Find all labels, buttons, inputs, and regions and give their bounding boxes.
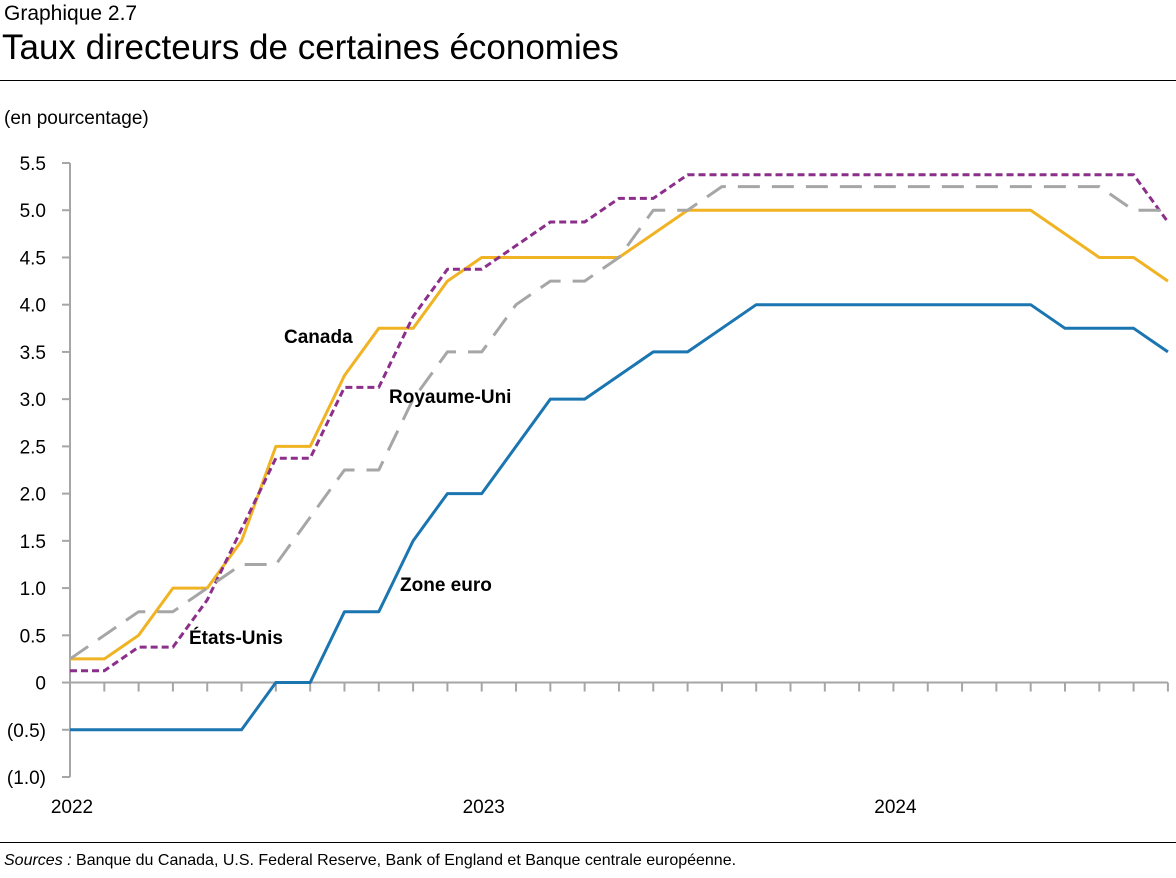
y-tick-label: 0 — [35, 674, 46, 695]
y-tick-label: 1.0 — [20, 579, 46, 600]
x-tick-label: 2023 — [463, 797, 505, 818]
y-tick-label: 4.5 — [20, 248, 46, 269]
series-line-royaume-uni — [69, 185, 1168, 661]
y-tick-label: 0.5 — [20, 626, 46, 647]
y-tick-label: 3.5 — [20, 343, 46, 364]
y-tick-label: 4.0 — [20, 296, 46, 317]
label-royaume-uni: Royaume-Uni — [389, 387, 511, 408]
label-zone-euro: Zone euro — [400, 575, 492, 596]
label-etats-unis: États-Unis — [189, 627, 283, 649]
label-canada: Canada — [284, 327, 353, 348]
chart-title: Taux directeurs de certaines économies — [2, 28, 619, 67]
series-line-zone-euro — [70, 303, 1169, 732]
chart-subtitle: Graphique 2.7 — [4, 2, 138, 25]
series-line-canada — [70, 208, 1169, 661]
x-tick-label: 2022 — [51, 797, 93, 818]
y-tick-label: 2.5 — [20, 437, 46, 458]
sources-text: Banque du Canada, U.S. Federal Reserve, … — [71, 852, 737, 869]
series-lines — [69, 173, 1170, 732]
sources-label: Sources : — [4, 852, 72, 869]
x-tick-label: 2024 — [874, 797, 917, 818]
y-tick-label: 5.0 — [20, 201, 46, 222]
y-axis-unit-label: (en pourcentage) — [4, 108, 149, 129]
series-line--tats-unis — [70, 173, 1170, 673]
y-tick-label: 3.0 — [20, 390, 46, 411]
y-tick-label: (1.0) — [7, 768, 46, 789]
sources-note: Sources : Banque du Canada, U.S. Federal… — [4, 852, 736, 870]
title-divider — [0, 80, 1176, 81]
y-tick-label: (0.5) — [7, 721, 46, 742]
y-tick-label: 1.5 — [20, 532, 46, 553]
y-tick-label: 5.5 — [20, 154, 46, 175]
footer-divider — [0, 842, 1176, 843]
y-tick-label: 2.0 — [20, 485, 46, 506]
series-labels: Canada Royaume-Uni Zone euro États-Unis — [189, 327, 511, 649]
axes: 5.5 5.0 4.5 4.0 3.5 3.0 2.5 2.0 1.5 1.0 0.5 0 (0.5) (… — [7, 154, 1169, 818]
